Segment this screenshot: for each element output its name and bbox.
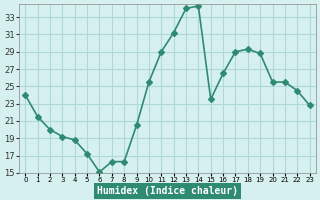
X-axis label: Humidex (Indice chaleur): Humidex (Indice chaleur) (97, 186, 238, 196)
